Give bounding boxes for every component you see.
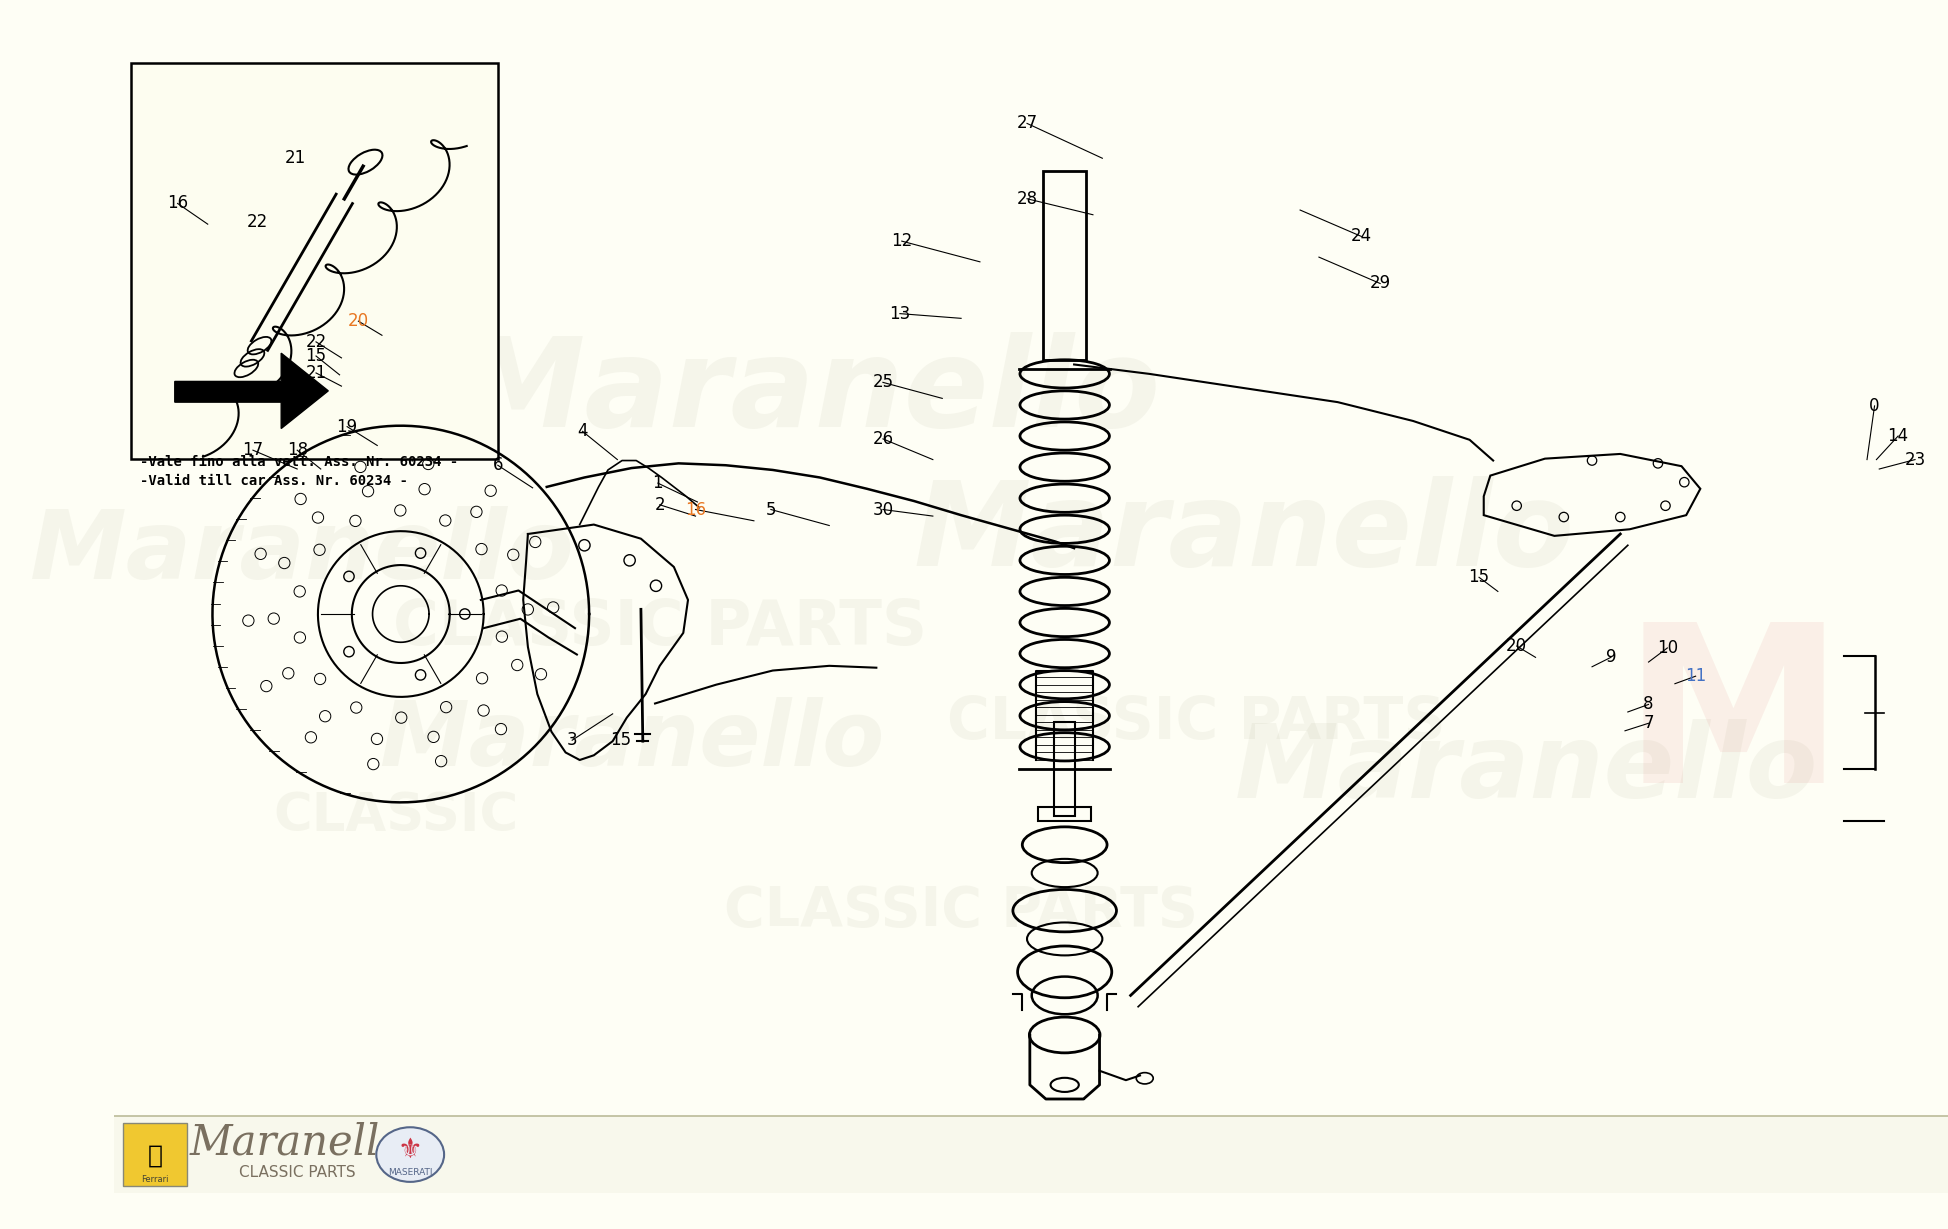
Text: Maranello: Maranello <box>914 477 1574 591</box>
Text: 28: 28 <box>1017 189 1038 208</box>
Bar <box>1054 723 1075 816</box>
Text: 5: 5 <box>766 500 775 519</box>
Text: 17: 17 <box>242 441 263 460</box>
Text: 3: 3 <box>567 731 577 750</box>
Text: 22: 22 <box>247 214 269 231</box>
Text: ⚜: ⚜ <box>397 1136 423 1164</box>
Text: Maranello: Maranello <box>460 332 1161 454</box>
Text: 15: 15 <box>306 347 327 365</box>
Text: Ferrari: Ferrari <box>142 1175 169 1185</box>
Text: 4: 4 <box>577 423 588 440</box>
Text: 22: 22 <box>306 333 327 350</box>
Text: 0: 0 <box>1870 397 1880 415</box>
Text: 15: 15 <box>1469 568 1490 586</box>
Text: Maranello: Maranello <box>189 1121 405 1164</box>
Text: 20: 20 <box>1506 637 1527 655</box>
Text: 10: 10 <box>1658 639 1677 658</box>
Text: CLASSIC: CLASSIC <box>273 790 518 843</box>
Text: 14: 14 <box>1888 426 1909 445</box>
Text: Maranello: Maranello <box>29 506 575 600</box>
Bar <box>113 1116 1948 1193</box>
Text: 🐎: 🐎 <box>148 1143 162 1168</box>
Text: 21: 21 <box>284 149 306 167</box>
Text: CLASSIC PARTS: CLASSIC PARTS <box>393 599 927 659</box>
Text: 6: 6 <box>493 456 503 474</box>
Text: CLASSIC PARTS: CLASSIC PARTS <box>947 694 1445 751</box>
Text: 23: 23 <box>1905 451 1927 468</box>
Bar <box>131 63 499 458</box>
Text: M: M <box>1623 616 1845 830</box>
Text: 7: 7 <box>1644 714 1654 732</box>
Text: 15: 15 <box>610 731 631 750</box>
Text: 18: 18 <box>286 441 308 460</box>
Bar <box>123 1123 187 1186</box>
Text: MASERATI: MASERATI <box>388 1168 432 1177</box>
Text: 11: 11 <box>1685 667 1706 686</box>
Bar <box>1042 171 1087 360</box>
Ellipse shape <box>376 1127 444 1182</box>
Text: 25: 25 <box>873 374 894 391</box>
Text: 1: 1 <box>653 474 662 492</box>
Text: 26: 26 <box>873 430 894 447</box>
Text: 27: 27 <box>1017 114 1038 133</box>
Text: 24: 24 <box>1350 227 1371 246</box>
Text: -Valid till car Ass. Nr. 60234 -: -Valid till car Ass. Nr. 60234 - <box>140 474 407 488</box>
Text: -Vale fino alla vett. Ass. Nr. 60234 -: -Vale fino alla vett. Ass. Nr. 60234 - <box>140 455 458 469</box>
Text: 30: 30 <box>873 500 894 519</box>
Text: 8: 8 <box>1644 696 1654 713</box>
Text: 20: 20 <box>349 312 368 331</box>
Text: 9: 9 <box>1605 649 1617 666</box>
Text: 29: 29 <box>1369 274 1391 293</box>
Bar <box>1038 807 1091 821</box>
Polygon shape <box>175 353 329 429</box>
Text: 16: 16 <box>686 500 705 519</box>
Text: 21: 21 <box>306 364 327 382</box>
Text: 2: 2 <box>655 495 664 514</box>
Text: 19: 19 <box>337 418 358 435</box>
Text: 13: 13 <box>890 305 910 323</box>
Text: CLASSIC PARTS: CLASSIC PARTS <box>725 884 1198 938</box>
Text: 12: 12 <box>890 232 912 251</box>
Text: Maranello: Maranello <box>1235 719 1817 820</box>
Text: CLASSIC PARTS: CLASSIC PARTS <box>240 1165 356 1180</box>
Text: Maranello: Maranello <box>378 697 884 785</box>
Text: 16: 16 <box>168 194 189 213</box>
